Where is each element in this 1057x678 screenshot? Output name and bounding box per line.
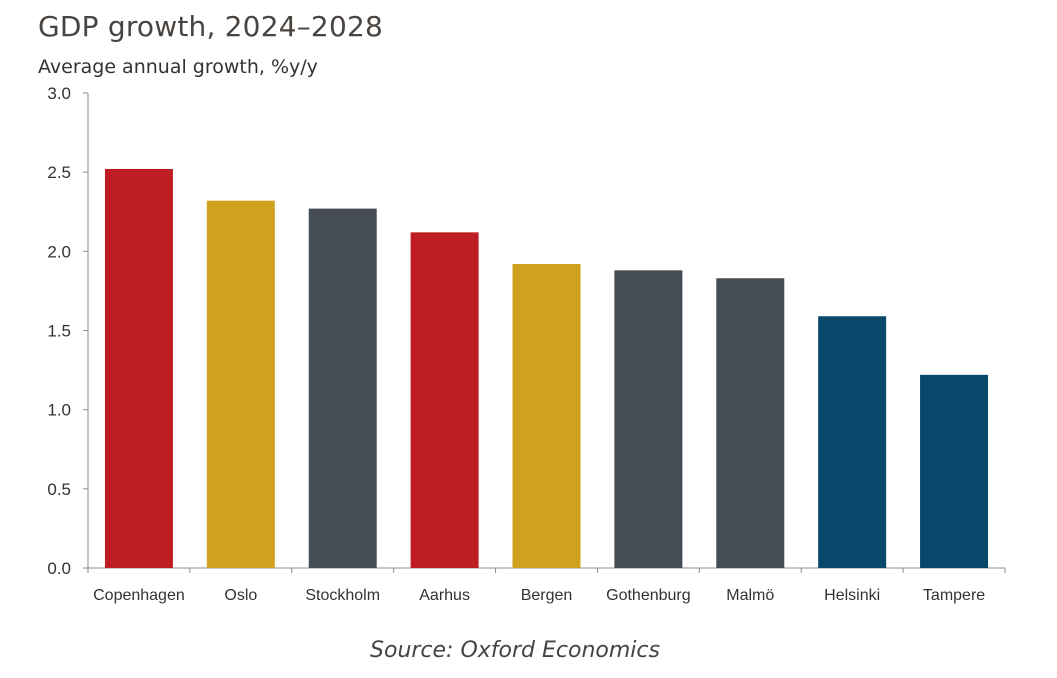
bar-malm-	[716, 278, 785, 568]
bar-aarhus	[410, 232, 479, 569]
bar-stockholm	[308, 208, 377, 569]
y-axis-ticks: 0.0 0.5 1.0 1.5 2.0 2.5 3.0	[47, 84, 88, 578]
chart-subtitle: Average annual growth, %y/y	[38, 56, 318, 78]
x-axis-labels: Copenhagen Oslo Stockholm Aarhus Bergen Gothe…	[93, 587, 985, 604]
x-tick-label: Bergen	[521, 587, 573, 604]
y-tick-label: 3.0	[47, 84, 71, 103]
chart-title: GDP growth, 2024–2028	[38, 10, 383, 43]
x-tick-label: Oslo	[224, 587, 257, 604]
x-tick-label: Aarhus	[419, 587, 470, 604]
x-tick-label: Stockholm	[305, 587, 380, 604]
x-tick-label: Malmö	[726, 587, 774, 604]
x-tick-label: Helsinki	[824, 587, 880, 604]
x-tick-label: Copenhagen	[93, 587, 185, 604]
y-tick-label: 1.0	[47, 401, 71, 420]
bar-tampere	[920, 374, 989, 568]
y-tick-label: 1.5	[47, 322, 71, 341]
chart-bars	[104, 169, 989, 569]
y-tick-label: 0.5	[47, 480, 71, 499]
bar-gothenburg	[614, 270, 683, 568]
bar-oslo	[206, 200, 275, 568]
x-tick-label: Gothenburg	[606, 587, 691, 604]
x-tick-label: Tampere	[923, 587, 985, 604]
y-tick-label: 0.0	[47, 559, 71, 578]
bar-copenhagen	[104, 169, 173, 568]
source-note: Source: Oxford Economics	[370, 638, 660, 663]
bar-bergen	[512, 264, 581, 568]
y-tick-label: 2.0	[47, 242, 71, 261]
bar-helsinki	[818, 316, 887, 568]
y-tick-label: 2.5	[47, 163, 71, 182]
